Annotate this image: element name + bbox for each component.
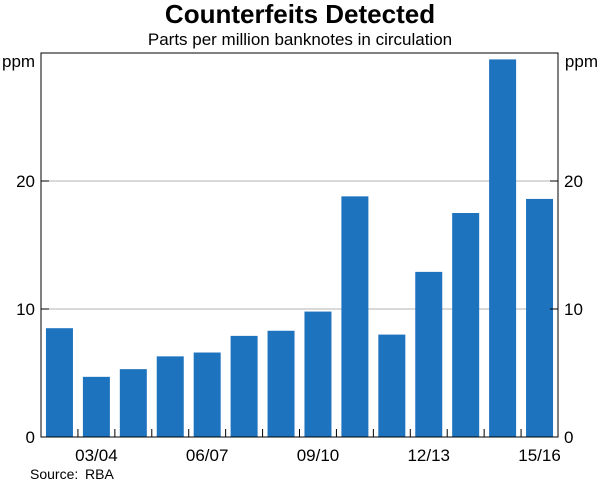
bar-11-12 (378, 334, 406, 437)
y-tick-label-left: 20 (16, 172, 35, 191)
bar-12-13 (415, 271, 443, 437)
x-tick-label: 15/16 (518, 446, 561, 465)
y-tick-label-left: 10 (16, 300, 35, 319)
y-tick-label-left: 0 (26, 428, 35, 447)
bar-15-16 (526, 198, 554, 437)
y-tick-label-right: 0 (564, 428, 573, 447)
bar-14-15 (489, 59, 517, 438)
bar-06-07 (193, 352, 221, 437)
source-value: RBA (85, 466, 114, 482)
bar-09-10 (304, 311, 332, 437)
y-unit-right: ppm (565, 52, 598, 71)
bar-10-11 (341, 196, 369, 437)
source-label: Source: (30, 466, 79, 482)
x-tick-label: 12/13 (407, 446, 450, 465)
bar-02-03 (45, 328, 73, 437)
source-note: Source: RBA (30, 466, 114, 482)
y-tick-label-right: 20 (564, 172, 583, 191)
bar-13-14 (452, 213, 480, 437)
bar-05-06 (156, 356, 184, 437)
plot-frame (40, 52, 559, 438)
bar-03-04 (82, 376, 110, 437)
chart-subtitle: Parts per million banknotes in circulati… (147, 30, 453, 49)
bar-07-08 (230, 335, 258, 437)
bar-08-09 (267, 330, 295, 437)
chart-title: Counterfeits Detected (164, 0, 436, 29)
x-tick-label: 09/10 (297, 446, 340, 465)
x-tick-label: 03/04 (75, 446, 118, 465)
y-unit-left: ppm (2, 52, 35, 71)
y-tick-label-right: 10 (564, 300, 583, 319)
x-tick-label: 06/07 (186, 446, 229, 465)
bar-04-05 (119, 369, 147, 437)
